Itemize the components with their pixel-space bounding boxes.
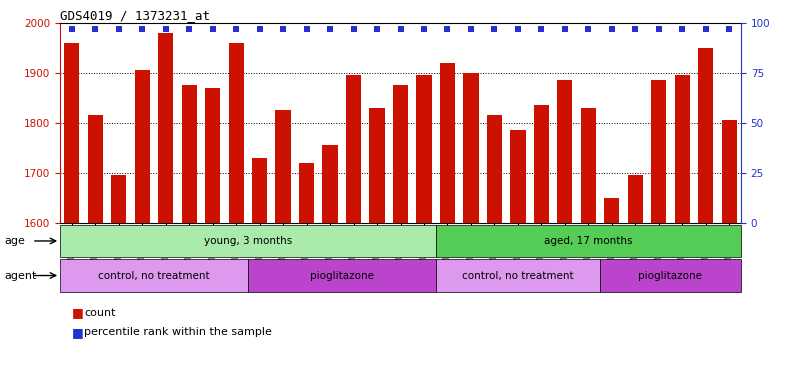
Point [465, 26, 477, 32]
Text: control, no treatment: control, no treatment [462, 270, 574, 281]
Bar [369, 108, 384, 223]
Bar [299, 163, 314, 223]
Bar [60, 259, 248, 292]
Bar [64, 43, 79, 223]
Point [324, 26, 336, 32]
Bar [158, 33, 173, 223]
Point [535, 26, 548, 32]
Bar [557, 81, 573, 223]
Point [300, 26, 313, 32]
Point [417, 26, 430, 32]
Bar [252, 158, 268, 223]
Bar [436, 225, 741, 257]
Bar [417, 76, 432, 223]
Bar [487, 116, 502, 223]
Point [159, 26, 172, 32]
Bar [674, 76, 690, 223]
Point [347, 26, 360, 32]
Point [488, 26, 501, 32]
Text: young, 3 months: young, 3 months [203, 236, 292, 246]
Bar [111, 175, 127, 223]
Point [558, 26, 571, 32]
Point [699, 26, 712, 32]
Bar [698, 48, 714, 223]
Point [512, 26, 525, 32]
Text: count: count [84, 308, 115, 318]
Text: agent: agent [4, 270, 36, 281]
Text: control, no treatment: control, no treatment [99, 270, 210, 281]
Point [89, 26, 102, 32]
Bar [323, 146, 338, 223]
Bar [651, 81, 666, 223]
Bar [182, 86, 197, 223]
Bar [87, 116, 103, 223]
Text: percentile rank within the sample: percentile rank within the sample [84, 327, 272, 337]
Text: pioglitazone: pioglitazone [638, 270, 702, 281]
Point [207, 26, 219, 32]
Bar [463, 73, 478, 223]
Text: age: age [4, 236, 25, 246]
Point [136, 26, 149, 32]
Point [183, 26, 195, 32]
Bar [510, 131, 525, 223]
Bar [604, 198, 619, 223]
Point [112, 26, 125, 32]
Bar [628, 175, 643, 223]
Text: ■: ■ [72, 306, 84, 319]
Bar [228, 43, 244, 223]
Bar [276, 111, 291, 223]
Bar [392, 86, 409, 223]
Point [394, 26, 407, 32]
Point [676, 26, 689, 32]
Point [652, 26, 665, 32]
Point [723, 26, 735, 32]
Point [441, 26, 454, 32]
Bar [135, 71, 150, 223]
Text: GDS4019 / 1373231_at: GDS4019 / 1373231_at [60, 9, 210, 22]
Bar [600, 259, 741, 292]
Point [230, 26, 243, 32]
Bar [248, 259, 436, 292]
Bar [533, 106, 549, 223]
Bar [722, 121, 737, 223]
Bar [436, 259, 600, 292]
Bar [60, 225, 436, 257]
Point [276, 26, 289, 32]
Point [253, 26, 266, 32]
Text: pioglitazone: pioglitazone [310, 270, 374, 281]
Text: aged, 17 months: aged, 17 months [544, 236, 633, 246]
Point [371, 26, 384, 32]
Point [582, 26, 594, 32]
Bar [581, 108, 596, 223]
Bar [205, 88, 220, 223]
Bar [346, 76, 361, 223]
Point [606, 26, 618, 32]
Point [66, 26, 78, 32]
Text: ■: ■ [72, 326, 84, 339]
Bar [440, 63, 455, 223]
Point [629, 26, 642, 32]
